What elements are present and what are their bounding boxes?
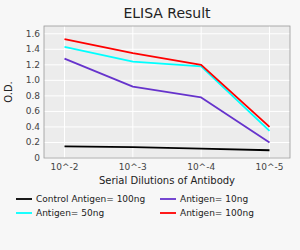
legend-label: Control Antigen= 100ng — [36, 194, 145, 204]
background — [0, 0, 300, 250]
y-grid-line — [44, 95, 290, 96]
series-line — [65, 39, 270, 127]
x-axis-label: Serial Dilutions of Antibody — [99, 175, 235, 186]
legend-swatch — [160, 212, 176, 214]
y-tick-label: 0.8 — [26, 91, 41, 101]
y-tick-label: 0.6 — [26, 106, 41, 116]
legend-swatch — [160, 198, 176, 200]
title: ELISA Result — [123, 5, 211, 21]
x-tick-label: 10^-5 — [256, 162, 284, 172]
y-tick-label: 1.2 — [26, 60, 40, 70]
x-grid-line — [269, 26, 270, 158]
legend-label: Antigen= 10ng — [180, 194, 248, 204]
y-grid-line — [44, 126, 290, 127]
chart: ELISA Result 0 0.2 0.4 0.6 0.8 1.0 1.2 1.4 1.6 10^… — [0, 0, 300, 250]
y-tick-label: 1.0 — [26, 75, 41, 85]
plot-area — [44, 26, 290, 158]
legend-swatch — [16, 198, 32, 200]
x-tick-label: 10^-4 — [187, 162, 215, 172]
y-tick-label: 0 — [34, 153, 40, 163]
series-group — [65, 39, 270, 150]
legend: Control Antigen= 100ng Antigen= 10ng Antig… — [16, 194, 254, 218]
x-tick-label: 10^-2 — [51, 162, 79, 172]
legend-label: Antigen= 50ng — [36, 208, 104, 218]
legend-swatch — [16, 212, 32, 214]
y-grid-line — [44, 80, 290, 81]
x-grid-line — [64, 26, 65, 158]
series-line — [65, 59, 270, 143]
grid — [44, 26, 290, 158]
legend-label: Antigen= 100ng — [180, 208, 254, 218]
y-axis-label: O.D. — [3, 81, 14, 103]
y-grid-line — [44, 142, 290, 143]
x-grid-line — [132, 26, 133, 158]
x-tick-label: 10^-3 — [119, 162, 147, 172]
plot-frame — [44, 26, 290, 158]
x-grid-line — [201, 26, 202, 158]
y-tick-label: 1.4 — [26, 44, 41, 54]
y-tick-label: 0.4 — [26, 122, 41, 132]
y-grid-line — [44, 33, 290, 34]
y-tick-label: 1.6 — [26, 29, 41, 39]
y-tick-label: 0.2 — [26, 137, 40, 147]
series-line — [65, 146, 270, 150]
